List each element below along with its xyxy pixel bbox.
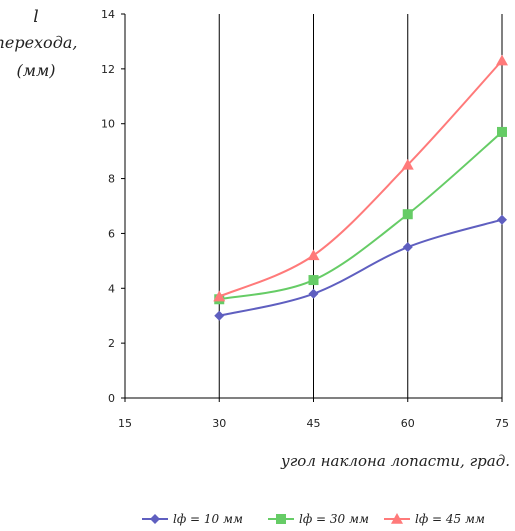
legend-marker: [150, 514, 160, 524]
data-point-marker: [308, 288, 319, 299]
data-point-marker: [402, 209, 413, 220]
legend-marker: [391, 513, 403, 524]
x-tick-label: 45: [307, 417, 321, 430]
y-tick-label: 10: [101, 118, 115, 131]
x-tick-label: 15: [118, 417, 132, 430]
y-tick-label: 6: [108, 227, 115, 240]
grid-lines: [218, 14, 503, 398]
y-tick-label: 2: [108, 337, 115, 350]
series-1: [214, 214, 507, 321]
y-tick-label: 0: [108, 392, 115, 405]
legend-label: lф = 10 мм: [173, 512, 243, 526]
series-line: [219, 218, 503, 317]
legend-label: lф = 45 мм: [415, 512, 485, 526]
legend: lф = 10 мм lф = 30 мм lф = 45 мм: [142, 512, 485, 526]
data-point-marker: [497, 126, 507, 137]
x-axis-title: угол наклона лопасти, град.: [280, 452, 510, 470]
y-axis-title-line: l: [33, 7, 38, 27]
series-2: [214, 126, 507, 305]
data-point-marker: [496, 54, 508, 66]
y-axis-title: l перехода, (мм): [0, 7, 77, 80]
legend-item: lф = 45 мм: [384, 512, 485, 526]
series-line: [218, 59, 503, 298]
legend-item: lф = 30 мм: [268, 512, 369, 526]
y-tick-label: 8: [108, 173, 115, 186]
data-point-marker: [307, 249, 320, 261]
data-point-marker: [213, 290, 226, 302]
x-tick-label: 60: [401, 417, 415, 430]
data-point-marker: [214, 310, 225, 321]
series-line: [219, 131, 503, 301]
y-tick-label: 4: [108, 282, 115, 295]
x-tick-label: 30: [212, 417, 226, 430]
data-point-marker: [401, 158, 414, 170]
axes: [121, 13, 503, 402]
y-tick-label: 12: [101, 63, 115, 76]
legend-item: lф = 10 мм: [142, 512, 243, 526]
legend-marker: [276, 514, 286, 524]
series-lines: [213, 54, 508, 321]
x-tick-label: 75: [495, 417, 509, 430]
tick-labels: 0 2 4 6 8 10 12 14 15 30 45 60 75: [101, 8, 509, 430]
legend-label: lф = 30 мм: [299, 512, 369, 526]
y-axis-title-line: (мм): [16, 61, 55, 80]
data-point-marker: [402, 242, 413, 253]
y-tick-label: 14: [101, 8, 115, 21]
data-point-marker: [497, 214, 507, 225]
data-point-marker: [308, 275, 319, 286]
y-axis-title-line: перехода,: [0, 33, 77, 52]
series-3: [213, 54, 508, 302]
